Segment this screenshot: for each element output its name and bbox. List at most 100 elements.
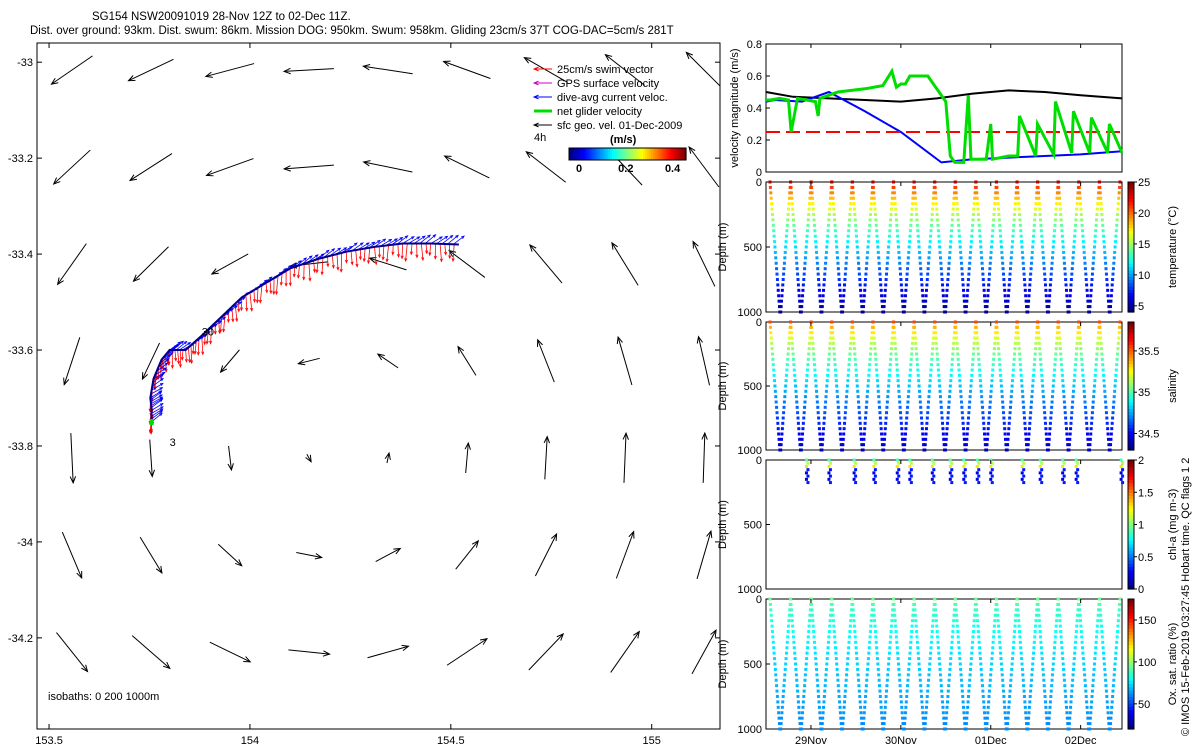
- profile-sample: [1109, 294, 1113, 298]
- profile-sample: [1085, 294, 1089, 298]
- profile-sample: [1039, 368, 1043, 372]
- profile-sample: [883, 711, 887, 715]
- profile-sample: [960, 689, 964, 693]
- profile-sample: [947, 684, 951, 688]
- surface-vector-head: [69, 476, 77, 485]
- profile-sample: [782, 400, 786, 404]
- profile-sample: [1048, 427, 1052, 431]
- profile-sample: [933, 325, 937, 329]
- profile-sample: [886, 395, 890, 399]
- profile-sample: [1092, 662, 1096, 666]
- profile-sample: [949, 234, 953, 238]
- profile-sample: [980, 256, 984, 260]
- profile-sample: [819, 305, 823, 309]
- profile-sample: [893, 196, 897, 200]
- profile-sample: [988, 400, 992, 404]
- swim-vector: [249, 292, 253, 311]
- profile-sample: [775, 405, 779, 409]
- profile-sample: [772, 651, 776, 655]
- profile-sample: [1020, 657, 1024, 661]
- profile-sample: [838, 288, 842, 292]
- section-colorbar-step: [1128, 706, 1134, 711]
- profile-sample: [909, 218, 913, 222]
- profile-sample: [1086, 716, 1090, 720]
- swim-vector-head: [187, 359, 192, 364]
- profile-sample: [964, 310, 968, 314]
- profile-sample: [882, 299, 886, 303]
- profile-sample: [787, 341, 791, 345]
- profile-sample: [846, 657, 850, 661]
- surface-vector-head: [52, 177, 61, 185]
- profile-sample: [911, 336, 915, 340]
- profile-sample: [1020, 240, 1024, 244]
- profile-sample: [962, 432, 966, 436]
- profile-sample: [1038, 347, 1042, 351]
- profile-sample: [1036, 185, 1040, 189]
- profile-sample: [998, 646, 1002, 650]
- profile-sample: [768, 320, 772, 324]
- profile-sample: [970, 229, 974, 233]
- section-colorbar-step: [1128, 224, 1134, 229]
- profile-sample: [770, 630, 774, 633]
- chl-sample: [962, 471, 966, 475]
- profile-sample: [1001, 267, 1005, 271]
- profile-sample: [775, 416, 779, 420]
- swim-vector-head: [326, 263, 330, 268]
- chl-sample: [1038, 477, 1042, 481]
- profile-sample: [903, 716, 907, 720]
- chl-sample: [1061, 471, 1065, 475]
- section-colorbar-step: [1128, 498, 1134, 503]
- profile-sample: [920, 278, 924, 281]
- map-y-tick-label: -34.2: [8, 633, 33, 645]
- surface-vector: [228, 445, 232, 471]
- profile-sample: [1114, 646, 1118, 650]
- profile-sample: [882, 448, 886, 452]
- profile-sample: [978, 229, 982, 233]
- profile-sample: [990, 240, 994, 244]
- profile-sample: [1018, 635, 1022, 639]
- chl-sample: [1121, 474, 1125, 478]
- chl-sample: [932, 474, 936, 478]
- profile-sample: [794, 673, 798, 677]
- profile-sample: [931, 202, 935, 206]
- profile-sample: [903, 299, 907, 303]
- profile-sample: [966, 421, 970, 425]
- swim-vector-head: [275, 291, 279, 296]
- profile-sample: [1005, 448, 1009, 452]
- section-colorbar-tick-label: 35: [1138, 387, 1150, 399]
- profile-sample: [1021, 400, 1025, 404]
- profile-sample: [1112, 400, 1116, 404]
- colorbar-step: [609, 148, 613, 160]
- profile-sample: [996, 341, 1000, 345]
- profile-sample: [781, 278, 785, 281]
- swim-vector-head: [209, 340, 213, 345]
- current-vector: [402, 236, 415, 244]
- section-colorbar-step: [1128, 505, 1134, 509]
- profile-sample: [1044, 711, 1048, 715]
- profile-sample: [985, 443, 989, 447]
- profile-sample: [1098, 191, 1102, 195]
- profile-sample: [1018, 352, 1022, 356]
- surface-vector-head: [322, 650, 331, 657]
- profile-sample: [887, 379, 891, 383]
- surface-vector-head: [384, 451, 391, 460]
- surface-vector: [284, 68, 334, 72]
- surface-vector: [70, 433, 74, 483]
- profile-sample: [1000, 389, 1004, 393]
- chl-sample: [828, 474, 832, 478]
- profile-sample: [956, 630, 960, 633]
- profile-sample: [789, 325, 793, 329]
- swim-vector: [253, 290, 255, 302]
- profile-sample: [1043, 283, 1047, 287]
- swim-vector-head: [292, 273, 296, 278]
- profile-sample: [799, 727, 803, 731]
- profile-sample: [1086, 722, 1090, 726]
- section-colorbar-tick-label: 0.5: [1138, 552, 1153, 564]
- current-vector: [159, 354, 171, 364]
- profile-sample: [830, 602, 834, 606]
- profile-sample: [1097, 320, 1101, 324]
- profile-sample: [971, 357, 975, 361]
- profile-sample: [841, 722, 845, 726]
- profile-sample: [838, 421, 842, 425]
- legend-swatch-head: [532, 80, 539, 86]
